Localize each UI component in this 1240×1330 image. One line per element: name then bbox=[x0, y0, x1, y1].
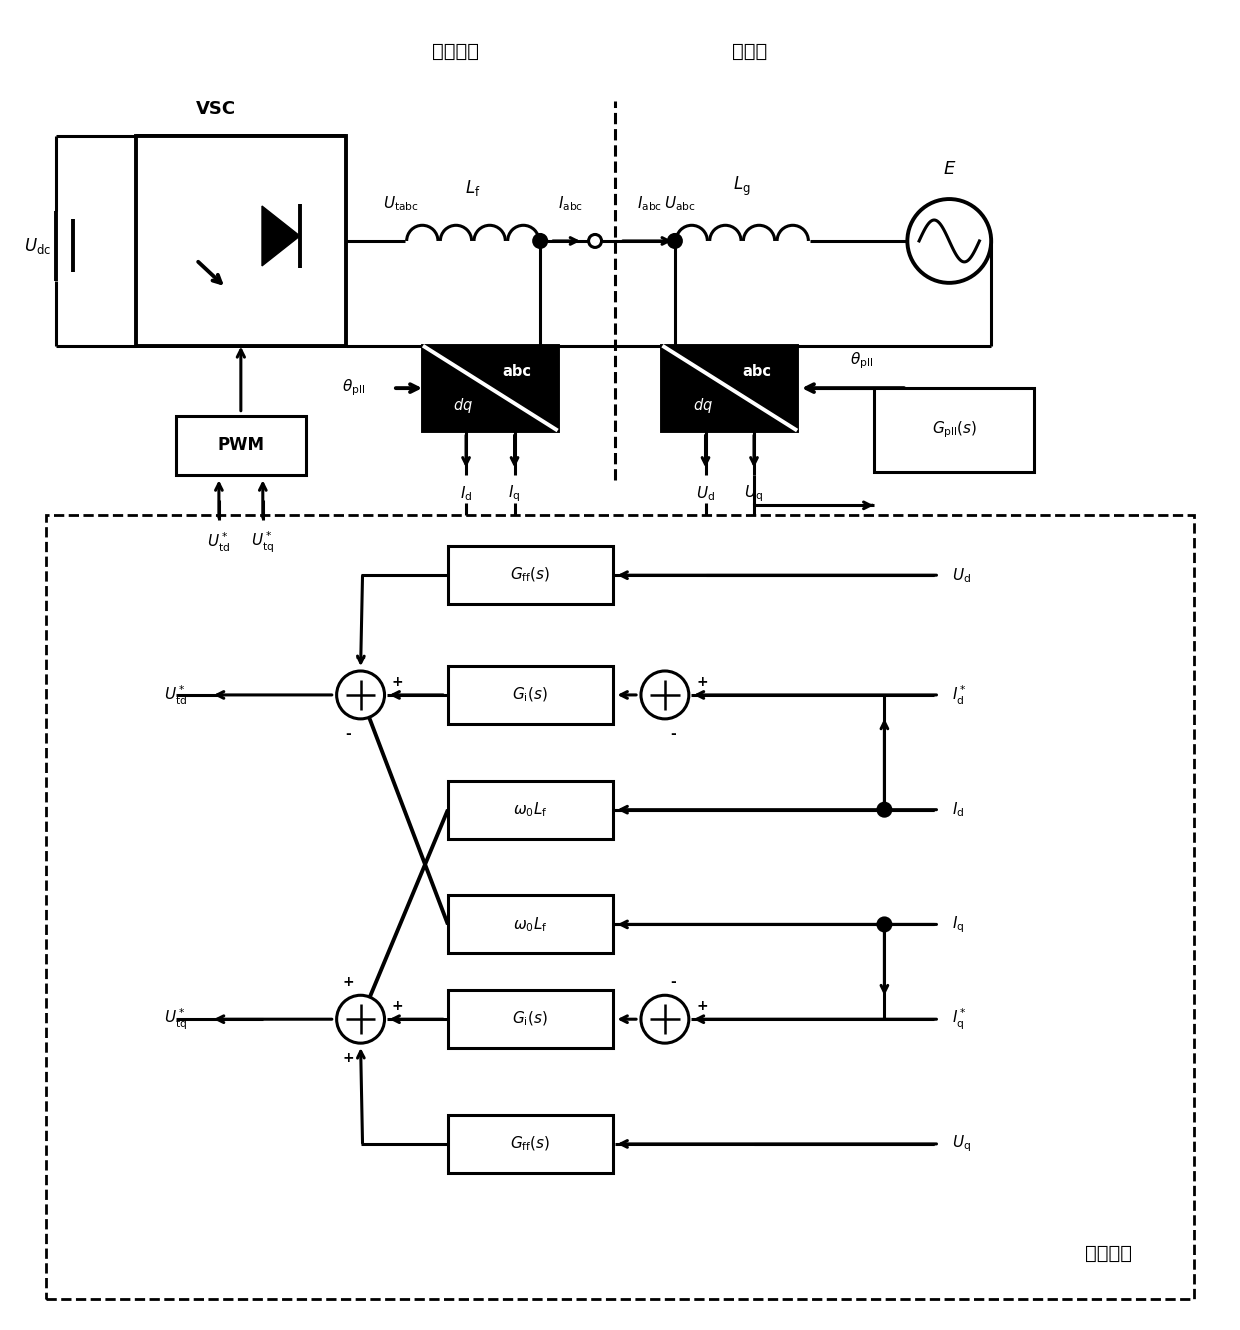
Text: 变流器侧: 变流器侧 bbox=[432, 41, 479, 61]
Text: $E$: $E$ bbox=[942, 160, 956, 178]
Text: $I^*_{\rm d}$: $I^*_{\rm d}$ bbox=[952, 684, 967, 706]
Text: $I_{\rm q}$: $I_{\rm q}$ bbox=[508, 483, 521, 504]
Text: $G_{\rm i}\left(s\right)$: $G_{\rm i}\left(s\right)$ bbox=[512, 1009, 548, 1028]
Circle shape bbox=[878, 803, 890, 817]
Bar bbox=[448, 781, 613, 839]
Circle shape bbox=[336, 672, 384, 720]
Bar bbox=[423, 346, 558, 431]
Text: $L_{\rm g}$: $L_{\rm g}$ bbox=[733, 174, 751, 198]
Bar bbox=[448, 666, 613, 724]
Text: abc: abc bbox=[743, 363, 771, 379]
Text: $L_{\rm f}$: $L_{\rm f}$ bbox=[465, 178, 481, 198]
Text: -: - bbox=[670, 728, 676, 741]
Bar bbox=[448, 991, 613, 1048]
Circle shape bbox=[641, 672, 689, 720]
Text: +: + bbox=[392, 999, 403, 1013]
Text: +: + bbox=[392, 674, 403, 689]
Text: abc: abc bbox=[502, 363, 532, 379]
Bar bbox=[448, 1115, 613, 1173]
Text: $I_{\rm d}$: $I_{\rm d}$ bbox=[460, 484, 472, 503]
Text: $U_{\rm d}$: $U_{\rm d}$ bbox=[696, 484, 715, 503]
Text: $U^*_{\rm tq}$: $U^*_{\rm tq}$ bbox=[165, 1007, 187, 1032]
Bar bbox=[874, 387, 1034, 472]
Bar bbox=[448, 547, 613, 604]
Text: +: + bbox=[696, 674, 708, 689]
Text: $G_{\rm ff}\left(s\right)$: $G_{\rm ff}\left(s\right)$ bbox=[510, 567, 551, 584]
Text: $U^*_{\rm tq}$: $U^*_{\rm tq}$ bbox=[252, 529, 274, 555]
Polygon shape bbox=[262, 206, 300, 266]
Circle shape bbox=[668, 234, 681, 247]
Text: 电流控制: 电流控制 bbox=[1085, 1244, 1132, 1264]
Text: $U_{\rm tabc}$: $U_{\rm tabc}$ bbox=[383, 194, 418, 213]
Text: +: + bbox=[342, 1051, 355, 1065]
Bar bbox=[176, 415, 306, 475]
Text: +: + bbox=[355, 650, 366, 665]
Circle shape bbox=[589, 234, 601, 247]
Text: $I_{\rm abc}$: $I_{\rm abc}$ bbox=[558, 194, 583, 213]
Text: $G_{\rm pll}\left(s\right)$: $G_{\rm pll}\left(s\right)$ bbox=[931, 420, 977, 440]
Text: $dq$: $dq$ bbox=[454, 395, 474, 415]
Circle shape bbox=[878, 918, 890, 931]
Text: $\theta_{\rm pll}$: $\theta_{\rm pll}$ bbox=[341, 378, 365, 399]
Text: $U_{\rm q}$: $U_{\rm q}$ bbox=[952, 1133, 971, 1154]
Text: $U_{\rm abc}$: $U_{\rm abc}$ bbox=[663, 194, 696, 213]
Circle shape bbox=[336, 995, 384, 1043]
Text: $G_{\rm i}\left(s\right)$: $G_{\rm i}\left(s\right)$ bbox=[512, 686, 548, 704]
Text: $\omega_0 L_{\rm f}$: $\omega_0 L_{\rm f}$ bbox=[513, 801, 547, 819]
Text: $U^*_{\rm td}$: $U^*_{\rm td}$ bbox=[165, 684, 187, 706]
Text: $I_{\rm q}$: $I_{\rm q}$ bbox=[952, 914, 965, 935]
Text: $\omega_0 L_{\rm f}$: $\omega_0 L_{\rm f}$ bbox=[513, 915, 547, 934]
Text: $U^*_{\rm td}$: $U^*_{\rm td}$ bbox=[207, 531, 231, 553]
Text: $I_{\rm d}$: $I_{\rm d}$ bbox=[952, 801, 965, 819]
Circle shape bbox=[641, 995, 689, 1043]
Text: $\theta_{\rm pll}$: $\theta_{\rm pll}$ bbox=[851, 351, 873, 371]
Text: $U_{\rm d}$: $U_{\rm d}$ bbox=[952, 565, 971, 585]
Text: $dq$: $dq$ bbox=[693, 395, 713, 415]
Text: $I^*_{\rm q}$: $I^*_{\rm q}$ bbox=[952, 1007, 967, 1032]
Bar bbox=[448, 895, 613, 954]
Text: $G_{\rm ff}\left(s\right)$: $G_{\rm ff}\left(s\right)$ bbox=[510, 1134, 551, 1153]
Text: $U_{\rm dc}$: $U_{\rm dc}$ bbox=[24, 235, 51, 255]
Circle shape bbox=[533, 234, 547, 247]
Text: -: - bbox=[670, 975, 676, 990]
Text: +: + bbox=[696, 999, 708, 1013]
Text: $I_{\rm abc}$: $I_{\rm abc}$ bbox=[637, 194, 662, 213]
Text: $U_{\rm q}$: $U_{\rm q}$ bbox=[744, 483, 764, 504]
Text: $I_{\rm abc}$: $I_{\rm abc}$ bbox=[512, 386, 538, 404]
Text: VSC: VSC bbox=[196, 100, 236, 118]
Text: 电网侧: 电网侧 bbox=[732, 41, 768, 61]
Text: PWM: PWM bbox=[217, 436, 264, 455]
Circle shape bbox=[908, 200, 991, 283]
Bar bbox=[136, 136, 346, 346]
Bar bbox=[662, 346, 797, 431]
Text: -: - bbox=[346, 728, 351, 741]
Text: +: + bbox=[342, 975, 355, 990]
Bar bbox=[46, 515, 1194, 1298]
